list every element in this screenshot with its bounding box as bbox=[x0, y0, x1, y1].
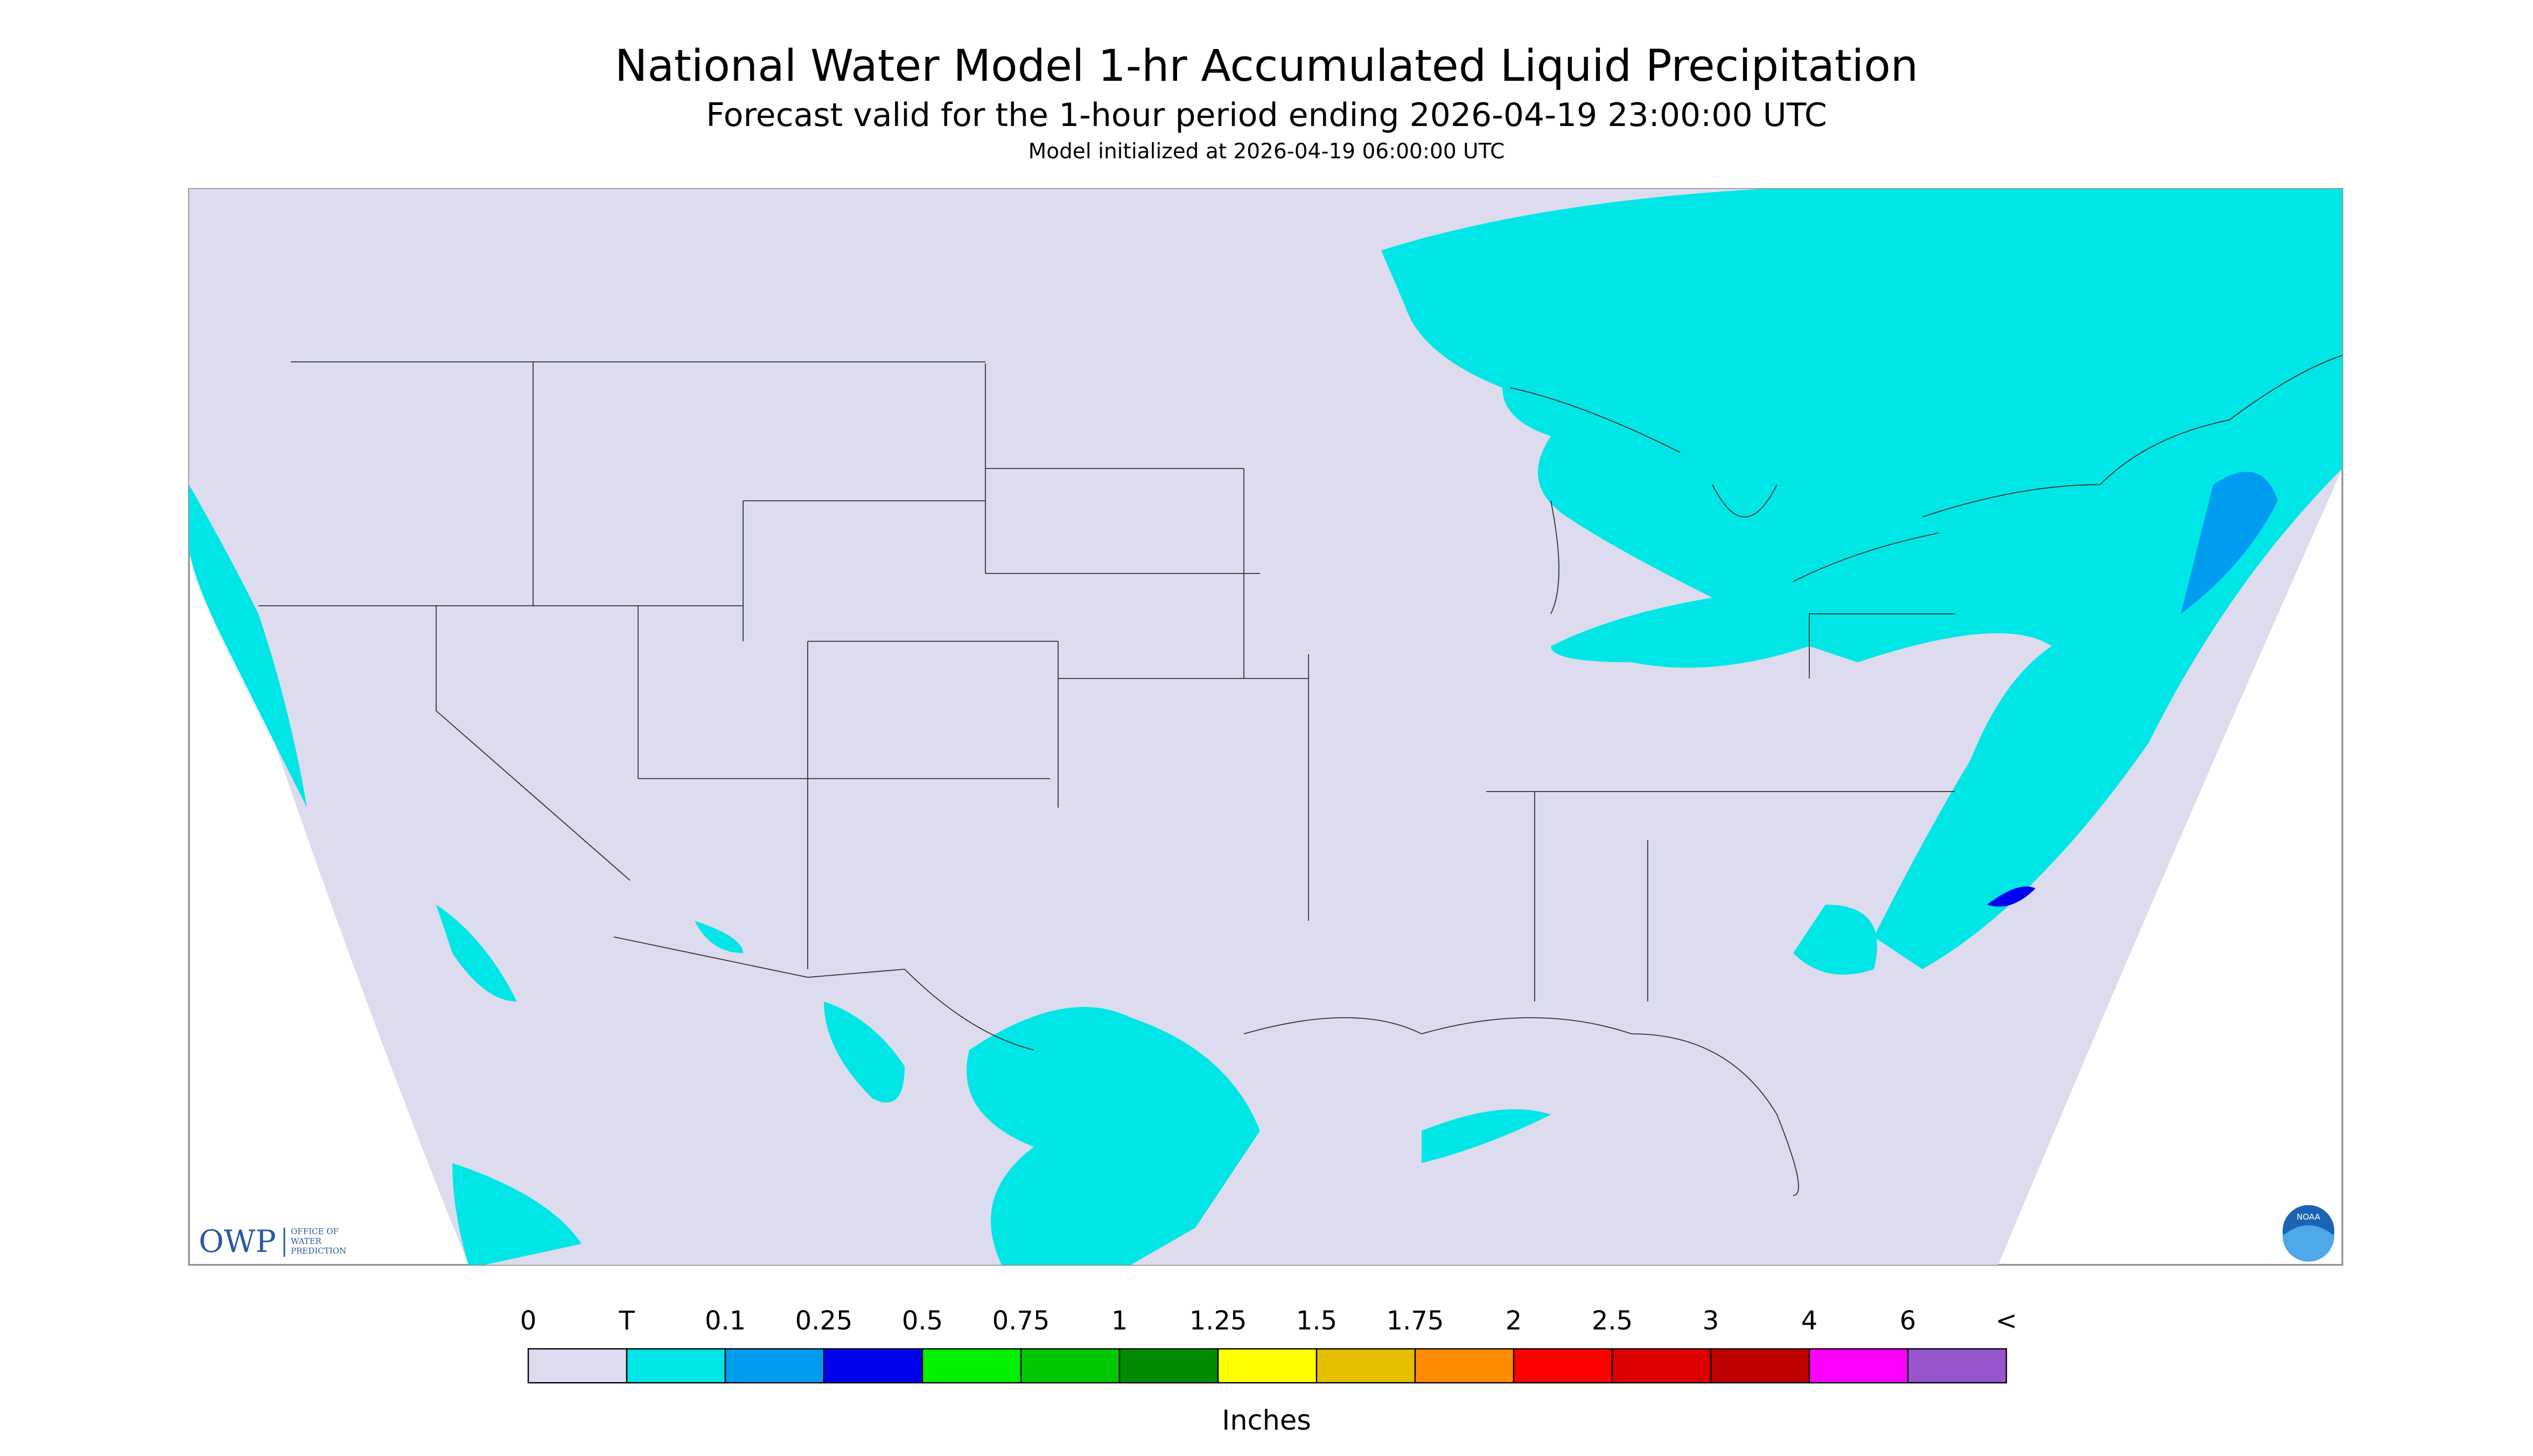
colorbar-bin bbox=[724, 1348, 825, 1384]
colorbar-bin bbox=[823, 1348, 923, 1384]
colorbar-label: 1.5 bbox=[1296, 1306, 1337, 1336]
noaa-logo: NOAA bbox=[2283, 1205, 2334, 1262]
logo-name: OFFICE OF bbox=[291, 1227, 339, 1236]
logo-name: WATER bbox=[291, 1236, 322, 1246]
colorbar-bin bbox=[1611, 1348, 1712, 1384]
init-time: Model initialized at 2026-04-19 06:00:00… bbox=[1028, 139, 1505, 164]
colorbar-label: T bbox=[618, 1306, 635, 1336]
title: National Water Model 1-hr Accumulated Li… bbox=[615, 41, 1918, 92]
colorbar-bin bbox=[1907, 1348, 2007, 1384]
colorbar-label: 4 bbox=[1801, 1306, 1818, 1336]
colorbar-label: 1.75 bbox=[1387, 1306, 1444, 1336]
owp-logo: OWP OFFICE OF WATER PREDICTION bbox=[199, 1224, 346, 1259]
colorbar-label: 0.5 bbox=[902, 1306, 943, 1336]
colorbar-bin bbox=[626, 1348, 726, 1384]
colorbar-label: 0.1 bbox=[705, 1306, 746, 1336]
noaa-text: NOAA bbox=[2297, 1212, 2320, 1222]
colorbar-bin bbox=[1118, 1348, 1219, 1384]
colorbar-label: 1 bbox=[1111, 1306, 1128, 1336]
colorbar-label: 0 bbox=[520, 1306, 537, 1336]
colorbar-bin bbox=[527, 1348, 628, 1384]
colorbar-label: 0.75 bbox=[992, 1306, 1050, 1336]
colorbar-bin bbox=[1710, 1348, 1810, 1384]
colorbar-label: 6 bbox=[1900, 1306, 1916, 1336]
logo-acronym: OWP bbox=[199, 1224, 276, 1259]
colorbar-bin bbox=[1316, 1348, 1416, 1384]
colorbar-bin bbox=[1020, 1348, 1121, 1384]
colorbar-bin bbox=[921, 1348, 1022, 1384]
colorbar-label: 2.5 bbox=[1592, 1306, 1633, 1336]
colorbar: 0 T 0.1 0.25 0.5 0.75 1 1.25 1.5 1.75 2 2.5 3 4 6 < bbox=[520, 1306, 2017, 1384]
colorbar-bin bbox=[1808, 1348, 1909, 1384]
colorbar-label: < bbox=[1996, 1306, 2017, 1336]
colorbar-label: 1.25 bbox=[1189, 1306, 1247, 1336]
colorbar-unit: Inches bbox=[1222, 1405, 1311, 1437]
colorbar-bin bbox=[1513, 1348, 1613, 1384]
logo-name: PREDICTION bbox=[291, 1246, 346, 1256]
colorbar-bin bbox=[1414, 1348, 1515, 1384]
colorbar-bin bbox=[1217, 1348, 1318, 1384]
colorbar-label: 2 bbox=[1506, 1306, 1522, 1336]
colorbar-label: 0.25 bbox=[795, 1306, 853, 1336]
subtitle: Forecast valid for the 1-hour period end… bbox=[706, 96, 1827, 134]
colorbar-label: 3 bbox=[1703, 1306, 1719, 1336]
map bbox=[188, 188, 2343, 1266]
